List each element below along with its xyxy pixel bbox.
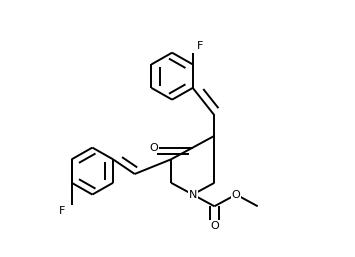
Text: O: O	[232, 190, 240, 199]
Text: F: F	[59, 206, 65, 216]
Text: O: O	[210, 221, 219, 231]
Text: N: N	[189, 190, 197, 199]
Text: O: O	[149, 143, 158, 153]
Text: F: F	[196, 41, 203, 51]
